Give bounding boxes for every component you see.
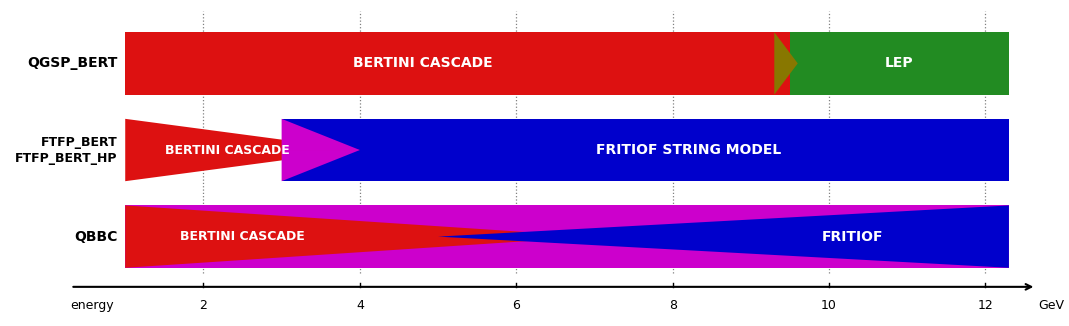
Text: BERTINI CASCADE: BERTINI CASCADE — [181, 230, 305, 243]
Polygon shape — [438, 205, 1009, 268]
Text: FRITIOF: FRITIOF — [822, 230, 883, 244]
Text: QBBC: QBBC — [74, 230, 118, 244]
Polygon shape — [281, 119, 1009, 181]
Text: BERTINI CASCADE: BERTINI CASCADE — [353, 56, 492, 70]
Text: BERTINI CASCADE: BERTINI CASCADE — [165, 143, 290, 156]
Text: QGSP_BERT: QGSP_BERT — [27, 56, 118, 70]
Text: 2: 2 — [200, 299, 207, 312]
Text: FTFP_BERT
FTFP_BERT_HP: FTFP_BERT FTFP_BERT_HP — [15, 136, 118, 165]
Text: 6: 6 — [512, 299, 521, 312]
Polygon shape — [125, 119, 360, 181]
Polygon shape — [125, 205, 1009, 268]
Polygon shape — [125, 205, 594, 268]
Text: 4: 4 — [356, 299, 363, 312]
Polygon shape — [281, 150, 360, 181]
Text: 8: 8 — [668, 299, 677, 312]
Text: energy: energy — [71, 299, 114, 312]
Text: 10: 10 — [821, 299, 837, 312]
Text: FRITIOF STRING MODEL: FRITIOF STRING MODEL — [595, 143, 780, 157]
Text: LEP: LEP — [885, 56, 914, 70]
Text: 12: 12 — [977, 299, 993, 312]
Polygon shape — [790, 32, 1009, 95]
Text: GeV: GeV — [1039, 299, 1065, 312]
Polygon shape — [774, 32, 797, 95]
Polygon shape — [281, 119, 360, 150]
Polygon shape — [125, 32, 790, 95]
